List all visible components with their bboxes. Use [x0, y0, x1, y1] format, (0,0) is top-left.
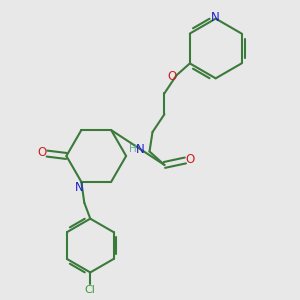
- Text: O: O: [167, 70, 176, 83]
- Text: N: N: [75, 181, 83, 194]
- Text: N: N: [136, 142, 144, 156]
- Text: O: O: [185, 153, 195, 167]
- Text: O: O: [38, 146, 47, 160]
- Text: Cl: Cl: [85, 285, 96, 295]
- Text: H: H: [129, 144, 137, 154]
- Text: N: N: [211, 11, 220, 24]
